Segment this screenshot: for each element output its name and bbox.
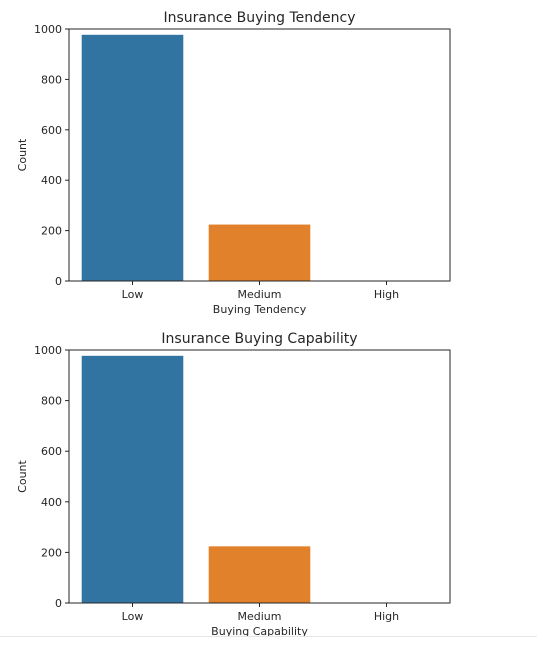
y-tick-label: 800: [41, 73, 62, 86]
y-axis-label: Count: [16, 138, 29, 171]
x-tick-label: High: [374, 288, 399, 301]
y-tick-label: 400: [41, 174, 62, 187]
x-axis-label: Buying Tendency: [213, 303, 307, 316]
bar-medium: [208, 546, 311, 603]
x-tick-label: Medium: [238, 288, 282, 301]
y-tick-label: 800: [41, 395, 62, 408]
chart-buying-capability: Insurance Buying Capability Low Medium High…: [16, 331, 451, 638]
bar-low: [81, 355, 184, 603]
x-tick-label: Medium: [238, 610, 282, 623]
y-tick-label: 600: [41, 445, 62, 458]
chart-buying-tendency: Insurance Buying Tendency Low Medium High 0 2…: [16, 10, 451, 316]
plot-frame: [68, 28, 451, 282]
x-tick-label: High: [374, 610, 399, 623]
plot-frame: [68, 349, 451, 604]
y-tick-label: 1000: [34, 344, 62, 357]
y-axis-label: Count: [16, 459, 29, 492]
bar-low: [81, 34, 184, 281]
y-tick-label: 0: [55, 597, 62, 610]
x-tick-label: Low: [122, 288, 144, 301]
chart-title: Insurance Buying Capability: [161, 331, 357, 347]
y-tick-label: 0: [55, 275, 62, 288]
bar-medium: [208, 224, 311, 281]
x-axis-label: Buying Capability: [211, 625, 308, 638]
chart-title: Insurance Buying Tendency: [163, 10, 355, 26]
x-tick-label: Low: [122, 610, 144, 623]
y-tick-label: 200: [41, 225, 62, 238]
y-tick-label: 1000: [34, 23, 62, 36]
y-tick-label: 200: [41, 546, 62, 559]
y-tick-label: 600: [41, 124, 62, 137]
y-tick-label: 400: [41, 496, 62, 509]
cell-divider: [0, 636, 537, 637]
